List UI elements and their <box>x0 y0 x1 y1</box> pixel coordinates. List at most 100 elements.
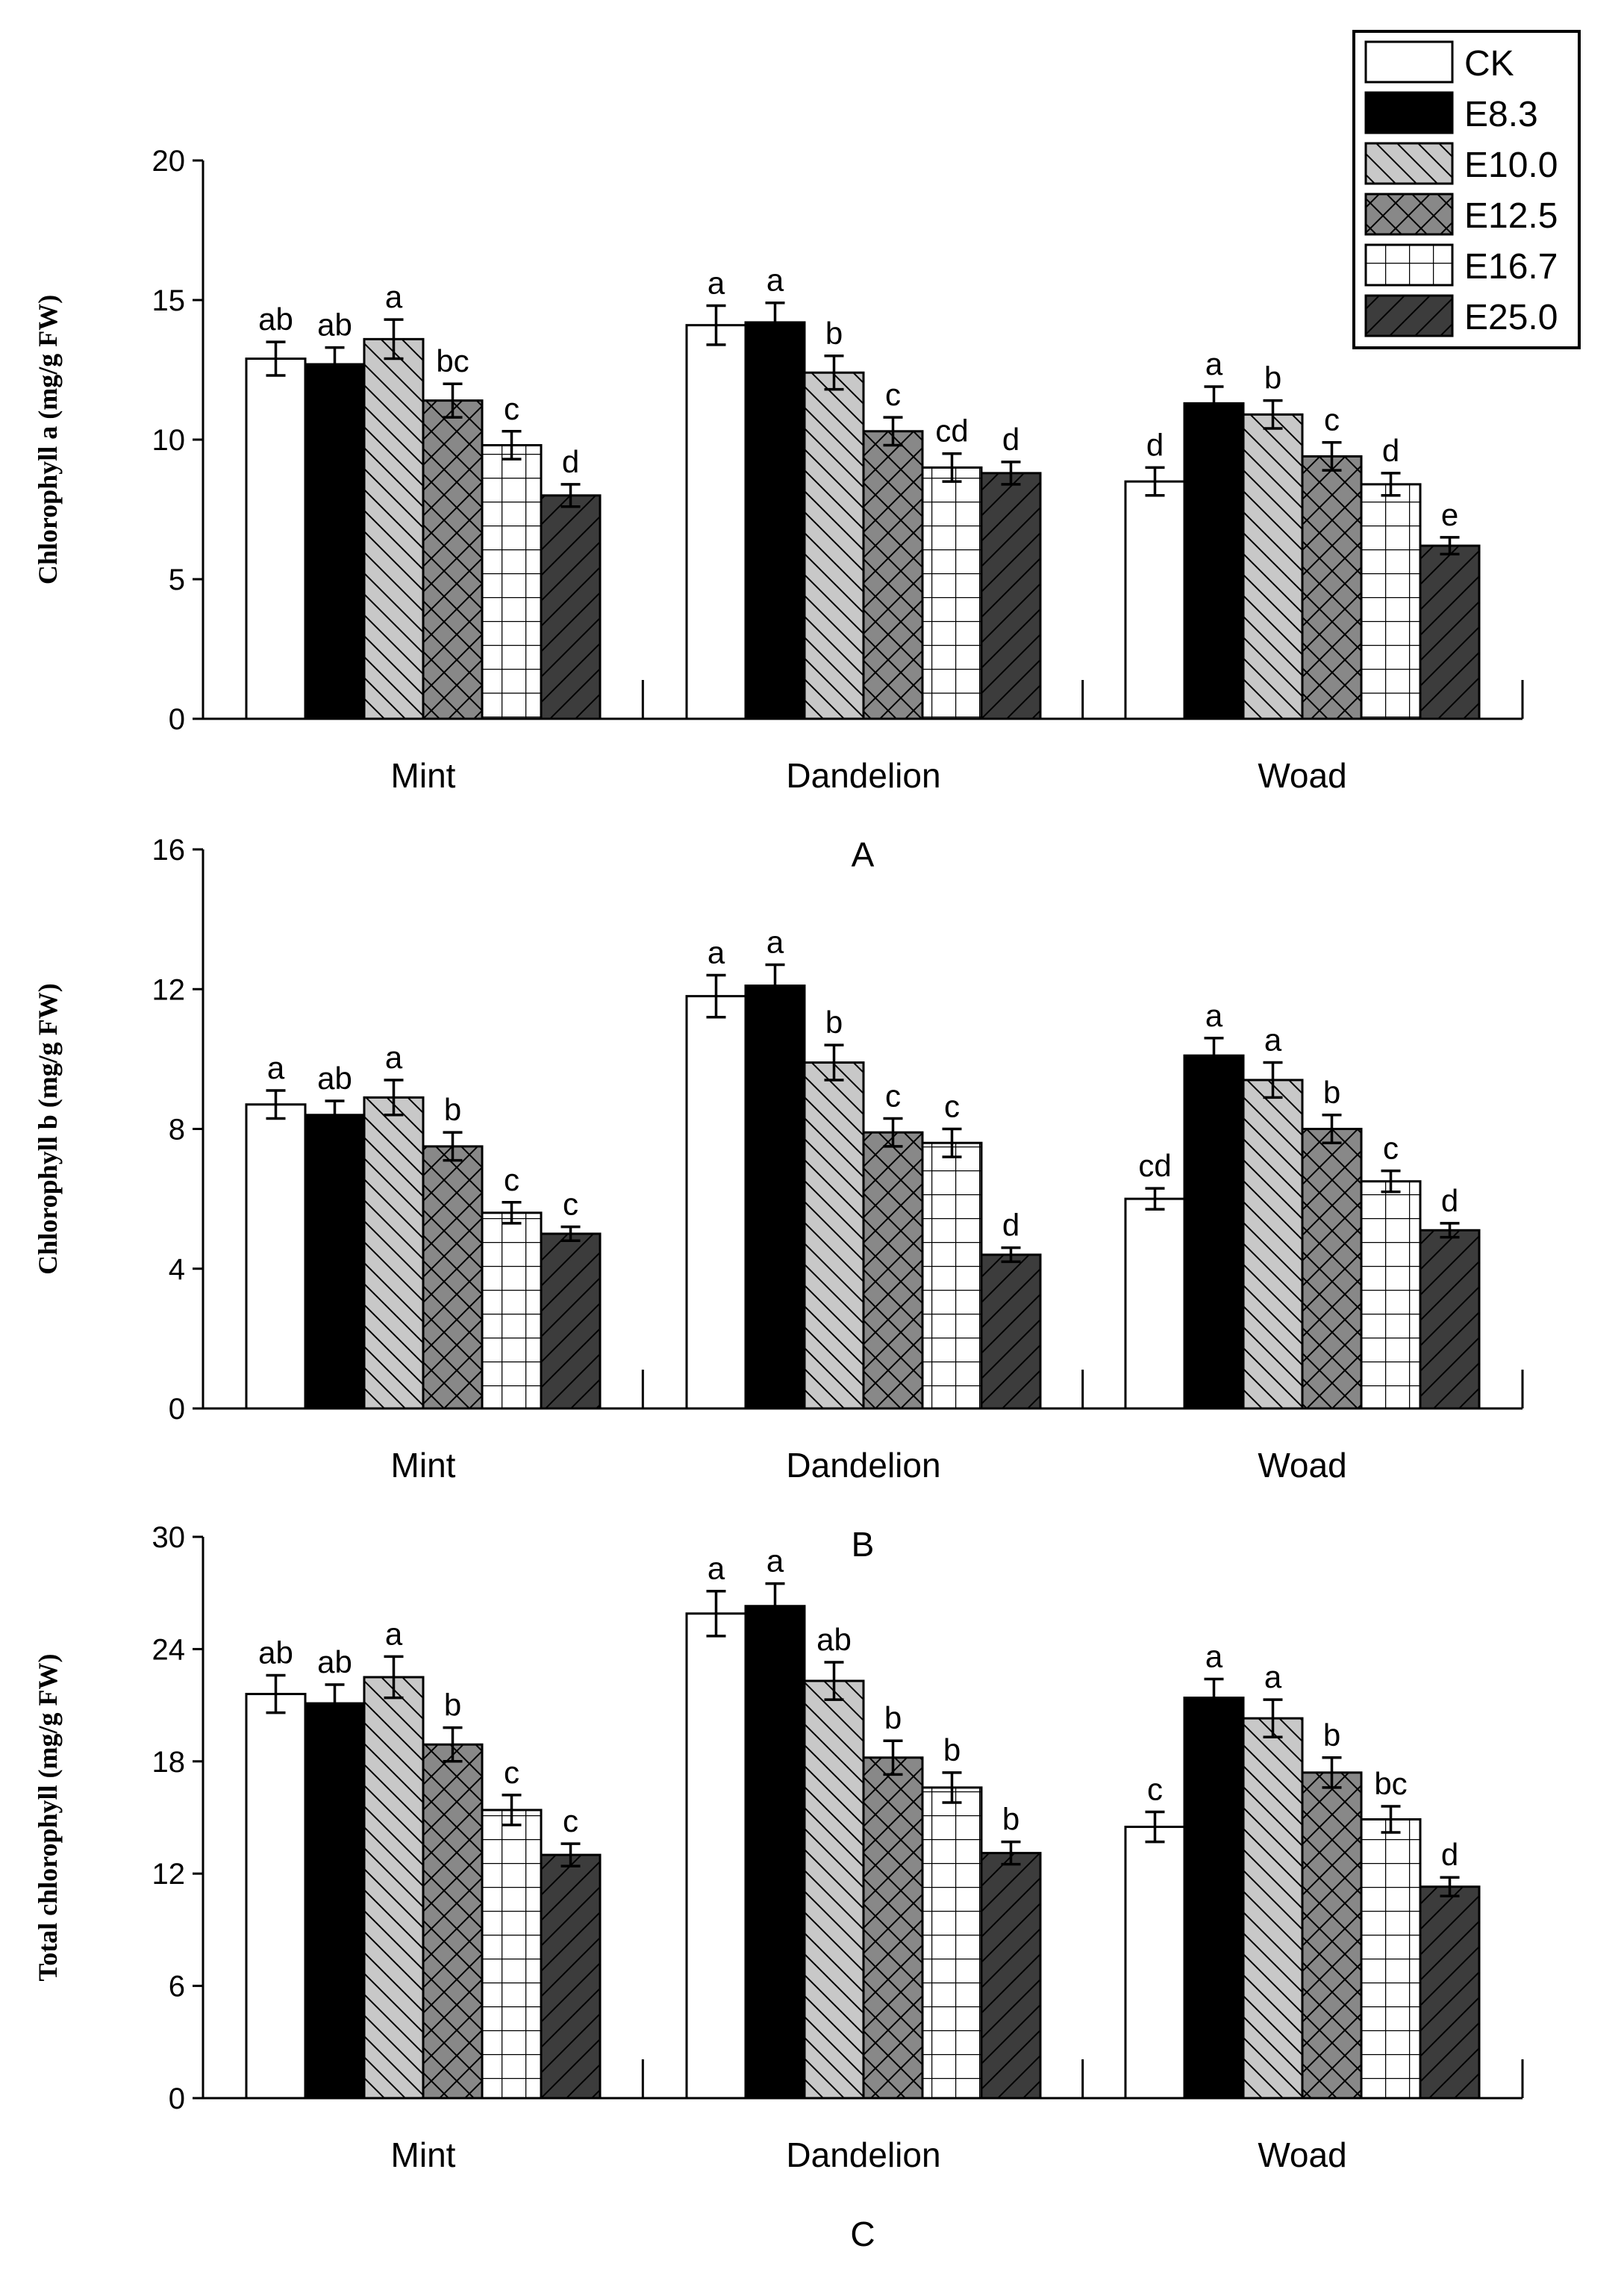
bar-E12.5-Woad <box>1301 1128 1363 1410</box>
bar-E12.5-Woad <box>1301 455 1363 720</box>
significance-letter: d <box>1441 1837 1458 1872</box>
y-tick-label: 15 <box>152 284 186 317</box>
bar-E8.3-Dandelion <box>744 985 806 1410</box>
y-tick-label: 30 <box>152 1521 186 1554</box>
significance-letter: a <box>385 279 403 314</box>
y-tick-label: 8 <box>169 1114 185 1146</box>
bar-E12.5-Dandelion <box>862 430 924 720</box>
bar-E16.7-Woad <box>1360 483 1422 720</box>
significance-letter: b <box>1323 1075 1340 1110</box>
legend-label: E12.5 <box>1464 196 1558 236</box>
significance-letter: bc <box>436 343 469 378</box>
significance-letter: ab <box>317 1644 352 1679</box>
x-category-label: Dandelion <box>786 756 940 795</box>
significance-letter: c <box>504 1755 519 1790</box>
legend-label: E8.3 <box>1464 95 1538 134</box>
bar-E10.0-Woad <box>1242 413 1304 720</box>
bar-E16.7-Mint <box>481 1809 543 2100</box>
x-category-label: Mint <box>391 1446 456 1485</box>
bar-CK-Dandelion <box>685 324 747 720</box>
significance-letter: ab <box>317 308 352 343</box>
bar-E10.0-Mint <box>363 1676 425 2100</box>
y-axis-title: Total chlorophyll (mg/g FW) <box>33 1653 63 1981</box>
bar-E10.0-Dandelion <box>803 1679 865 2100</box>
bar-E16.7-Woad <box>1360 1818 1422 2100</box>
legend-label: E16.7 <box>1464 247 1558 287</box>
bar-E8.3-Dandelion <box>744 321 806 720</box>
significance-letter: a <box>708 935 725 970</box>
y-axis-title: Chlorophyll b (mg/g FW) <box>33 983 63 1274</box>
bar-CK-Mint <box>245 1693 307 2100</box>
significance-letter: a <box>708 1551 725 1586</box>
x-category-label: Mint <box>391 756 456 795</box>
legend: CK E8.3 E10.0 E12.5 E16.7 E25.0 <box>1352 30 1581 349</box>
significance-letter: a <box>766 1544 784 1579</box>
y-tick-label: 18 <box>152 1746 186 1779</box>
significance-letter: a <box>385 1040 403 1075</box>
significance-letter: a <box>766 263 784 298</box>
significance-letter: ab <box>258 1635 293 1670</box>
bar-CK-Woad <box>1124 1197 1186 1410</box>
bar-E25.0-Woad <box>1419 1229 1481 1410</box>
y-tick-label: 24 <box>152 1633 186 1666</box>
significance-letter: cd <box>935 414 968 449</box>
significance-letter: c <box>1147 1771 1163 1806</box>
bar-E10.0-Woad <box>1242 1079 1304 1410</box>
x-category-label: Woad <box>1258 1446 1346 1485</box>
y-tick-label: 12 <box>152 1858 186 1891</box>
significance-letter: b <box>825 1005 843 1040</box>
bar-CK-Woad <box>1124 480 1186 720</box>
bar-E16.7-Woad <box>1360 1180 1422 1410</box>
bar-E10.0-Mint <box>363 337 425 720</box>
x-category-label: Woad <box>1258 756 1346 795</box>
bar-CK-Dandelion <box>685 995 747 1410</box>
bar-E10.0-Dandelion <box>803 1061 865 1410</box>
legend-label: E25.0 <box>1464 298 1558 337</box>
bar-E25.0-Mint <box>540 1853 602 2100</box>
significance-letter: a <box>1264 1023 1282 1058</box>
bar-E25.0-Woad <box>1419 544 1481 720</box>
y-tick-label: 5 <box>169 564 185 596</box>
bar-E8.3-Mint <box>304 1114 366 1410</box>
significance-letter: a <box>385 1616 403 1651</box>
bar-E12.5-Mint <box>422 399 484 720</box>
significance-letter: b <box>444 1688 461 1723</box>
significance-letter: d <box>562 444 579 479</box>
significance-letter: ab <box>317 1061 352 1096</box>
legend-swatch-E12.5 <box>1364 193 1454 236</box>
bar-CK-Mint <box>245 358 307 720</box>
legend-label: CK <box>1464 44 1514 84</box>
bar-E8.3-Woad <box>1183 1054 1245 1410</box>
significance-letter: b <box>1323 1717 1340 1753</box>
legend-swatch-E10.0 <box>1364 142 1454 185</box>
bar-E10.0-Woad <box>1242 1717 1304 2100</box>
bar-E25.0-Woad <box>1419 1885 1481 2100</box>
significance-letter: ab <box>816 1622 852 1657</box>
significance-letter: c <box>944 1089 960 1124</box>
bar-E12.5-Mint <box>422 1743 484 2100</box>
significance-letter: b <box>825 316 843 351</box>
bar-E8.3-Mint <box>304 1702 366 2100</box>
significance-letter: b <box>943 1732 961 1767</box>
x-category-label: Mint <box>391 2135 456 2174</box>
bar-E12.5-Dandelion <box>862 1756 924 2100</box>
bar-CK-Mint <box>245 1103 307 1410</box>
significance-letter: d <box>1002 422 1019 457</box>
bar-E25.0-Dandelion <box>980 1852 1042 2100</box>
significance-letter: a <box>1205 346 1223 381</box>
significance-letter: b <box>444 1092 461 1127</box>
y-tick-label: 4 <box>169 1253 185 1286</box>
significance-letter: b <box>1002 1802 1019 1837</box>
bar-E10.0-Mint <box>363 1096 425 1410</box>
y-tick-label: 6 <box>169 1970 185 2003</box>
significance-letter: c <box>885 1078 901 1113</box>
bar-E8.3-Dandelion <box>744 1605 806 2100</box>
significance-letter: a <box>1205 998 1223 1033</box>
y-tick-label: 20 <box>152 145 186 178</box>
bar-CK-Woad <box>1124 1826 1186 2100</box>
significance-letter: d <box>1002 1208 1019 1243</box>
x-category-label: Dandelion <box>786 2135 940 2174</box>
